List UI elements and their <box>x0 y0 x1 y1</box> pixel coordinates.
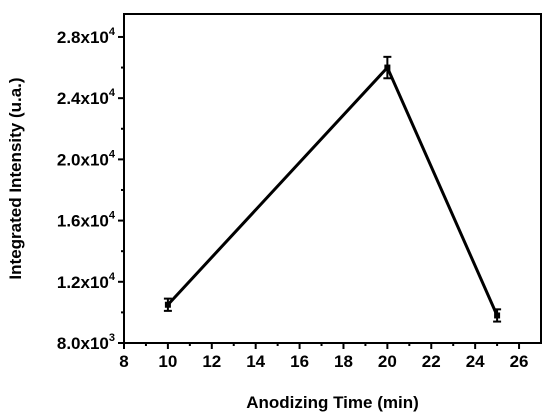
x-tick-label: 20 <box>378 352 397 371</box>
x-tick-label: 14 <box>246 352 265 371</box>
axes <box>123 13 542 344</box>
y-tick-mantissa: 1.2x10 <box>57 273 109 292</box>
y-tick-label: 2.0x104 <box>57 148 116 169</box>
y-tick-label: 2.8x104 <box>57 26 116 47</box>
x-tick-label: 18 <box>334 352 353 371</box>
y-tick-exponent: 3 <box>109 332 115 344</box>
x-tick-label: 12 <box>202 352 221 371</box>
y-axis-title: Integrated Intensity (u.a.) <box>6 77 25 279</box>
y-tick-mantissa: 2.4x10 <box>57 89 109 108</box>
x-tick-label: 26 <box>510 352 529 371</box>
x-tick-label: 22 <box>422 352 441 371</box>
y-tick-exponent: 4 <box>109 26 116 38</box>
x-tick-label: 10 <box>158 352 177 371</box>
y-tick-mantissa: 2.0x10 <box>57 150 109 169</box>
series-line <box>166 64 499 317</box>
x-tick-label: 8 <box>119 352 128 371</box>
y-tick-mantissa: 1.6x10 <box>57 212 109 231</box>
data-point <box>384 64 391 71</box>
data-point <box>164 301 171 308</box>
y-tick-exponent: 4 <box>109 87 116 99</box>
x-axis-title: Anodizing Time (min) <box>246 393 419 412</box>
y-tick-exponent: 4 <box>109 271 116 283</box>
x-tick-label: 16 <box>290 352 309 371</box>
y-tick-label: 1.6x104 <box>57 210 116 231</box>
tick-marks <box>118 35 521 349</box>
x-tick-label: 24 <box>466 352 485 371</box>
y-tick-label: 2.4x104 <box>57 87 116 108</box>
plot-frame <box>123 13 542 344</box>
data-point <box>494 312 501 319</box>
y-tick-label: 8.0x103 <box>57 332 115 353</box>
y-tick-exponent: 4 <box>109 210 116 222</box>
plot-area <box>163 55 502 323</box>
y-tick-exponent: 4 <box>109 148 116 160</box>
tick-labels: 8 10 12 14 16 18 20 22 24 268.0x1031.2x1041.6x104… <box>57 26 529 371</box>
y-tick-label: 1.2x104 <box>57 271 116 292</box>
y-tick-mantissa: 8.0x10 <box>57 334 109 353</box>
y-tick-mantissa: 2.8x10 <box>57 28 109 47</box>
